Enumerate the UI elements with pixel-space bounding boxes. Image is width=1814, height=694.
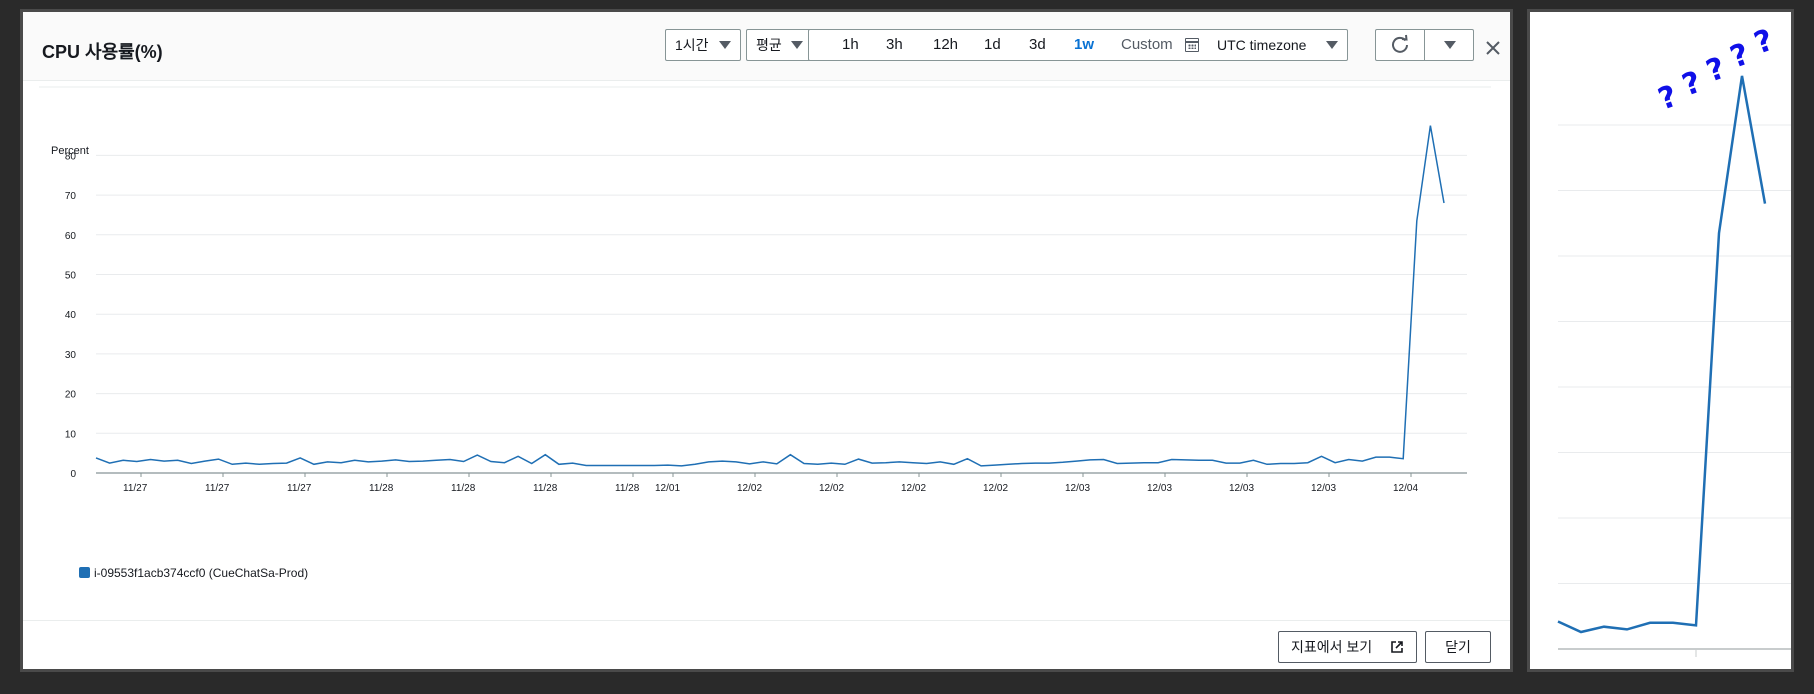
y-tick-label: 20 bbox=[65, 390, 77, 401]
refresh-icon bbox=[1392, 34, 1408, 53]
modal-title: CPU 사용률(%) bbox=[42, 42, 163, 62]
question-mark: ? bbox=[1678, 65, 1706, 104]
chevron-down-icon bbox=[1444, 41, 1456, 49]
period-select-value: 1시간 bbox=[675, 37, 709, 53]
range-12h[interactable]: 12h bbox=[933, 36, 959, 53]
cpu-usage-modal: CPU 사용률(%) 1시간 평균 1h 3h 12h 1d 3d 1w Cus… bbox=[20, 9, 1513, 672]
y-tick-label: 50 bbox=[65, 271, 77, 282]
modal-header: CPU 사용률(%) 1시간 평균 1h 3h 12h 1d 3d 1w Cus… bbox=[23, 12, 1510, 81]
y-tick-label: 80 bbox=[65, 151, 77, 162]
legend-series-name[interactable]: i-09553f1acb374ccf0 (CueChatSa-Prod) bbox=[94, 566, 309, 580]
y-tick-label: 30 bbox=[65, 350, 77, 361]
x-tick-label: 12/02 bbox=[737, 483, 762, 494]
legend-swatch bbox=[79, 567, 90, 578]
chart-legend: i-09553f1acb374ccf0 (CueChatSa-Prod) bbox=[79, 566, 308, 580]
view-in-metrics-label: 지표에서 보기 bbox=[1291, 639, 1373, 655]
refresh-button[interactable] bbox=[1375, 29, 1425, 61]
x-tick-label: 12/01 bbox=[655, 483, 680, 494]
chevron-down-icon bbox=[1326, 41, 1338, 49]
y-tick-label: 40 bbox=[65, 310, 77, 321]
x-tick-label: 12/03 bbox=[1229, 483, 1254, 494]
question-mark: ? bbox=[1702, 51, 1730, 90]
statistic-select[interactable]: 평균 bbox=[746, 29, 813, 61]
question-marks-annotation: ????? bbox=[1654, 23, 1778, 118]
x-tick-label: 12/04 bbox=[1393, 483, 1418, 494]
chevron-down-icon bbox=[791, 41, 803, 49]
x-tick-label: 12/03 bbox=[1147, 483, 1172, 494]
close-footer-button[interactable]: 닫기 bbox=[1425, 631, 1491, 663]
range-1h[interactable]: 1h bbox=[842, 36, 859, 53]
y-tick-label: 0 bbox=[70, 469, 76, 480]
range-custom[interactable]: Custom bbox=[1121, 36, 1173, 53]
range-1w[interactable]: 1w bbox=[1074, 36, 1095, 53]
x-tick-label: 12/02 bbox=[983, 483, 1008, 494]
x-tick-label: 11/27 bbox=[205, 483, 230, 494]
question-mark: ? bbox=[1750, 23, 1778, 62]
close-icon bbox=[1486, 41, 1500, 55]
external-link-icon bbox=[1391, 641, 1403, 653]
time-range-selector: 1h 3h 12h 1d 3d 1w Custom bbox=[808, 29, 1211, 61]
x-tick-label: 12/02 bbox=[819, 483, 844, 494]
cpu-line-chart: Percent 0 10 20 30 40 50 60 70 80 11/27 11/27 11/27 1… bbox=[39, 86, 1491, 494]
range-3d[interactable]: 3d bbox=[1029, 36, 1046, 53]
view-in-metrics-button[interactable]: 지표에서 보기 bbox=[1278, 631, 1417, 663]
x-tick-label: 12/03 bbox=[1311, 483, 1336, 494]
question-mark: ? bbox=[1726, 37, 1754, 76]
timezone-select[interactable]: UTC timezone bbox=[1208, 29, 1348, 61]
question-mark: ? bbox=[1654, 79, 1682, 118]
timezone-select-value: UTC timezone bbox=[1217, 37, 1307, 53]
x-tick-label: 11/28 bbox=[369, 483, 394, 494]
y-tick-label: 10 bbox=[65, 429, 77, 440]
x-tick-label: 12/03 bbox=[1065, 483, 1090, 494]
range-1d[interactable]: 1d bbox=[984, 36, 1001, 53]
period-select[interactable]: 1시간 bbox=[665, 29, 741, 61]
more-actions-button[interactable] bbox=[1424, 29, 1474, 61]
statistic-select-value: 평균 bbox=[756, 37, 782, 53]
x-tick-label: 11/27 bbox=[123, 483, 148, 494]
x-tick-label: 11/28 bbox=[451, 483, 476, 494]
x-tick-label: 11/28 bbox=[615, 483, 640, 494]
calendar-icon[interactable] bbox=[1185, 38, 1199, 52]
footer-divider bbox=[23, 620, 1510, 621]
close-button[interactable] bbox=[1485, 40, 1501, 60]
y-axis-label: Percent bbox=[51, 145, 89, 157]
x-tick-label: 11/27 bbox=[287, 483, 312, 494]
series-line bbox=[95, 125, 1445, 467]
x-tick-label: 11/28 bbox=[533, 483, 558, 494]
zoomed-chart-panel: ????? bbox=[1527, 9, 1794, 672]
y-tick-label: 70 bbox=[65, 191, 77, 202]
y-tick-label: 60 bbox=[65, 231, 77, 242]
zoomed-spike-chart: ????? bbox=[1557, 23, 1791, 657]
range-3h[interactable]: 3h bbox=[886, 36, 903, 53]
zoom-series-line bbox=[1557, 75, 1767, 634]
x-tick-label: 12/02 bbox=[901, 483, 926, 494]
chevron-down-icon bbox=[719, 41, 731, 49]
